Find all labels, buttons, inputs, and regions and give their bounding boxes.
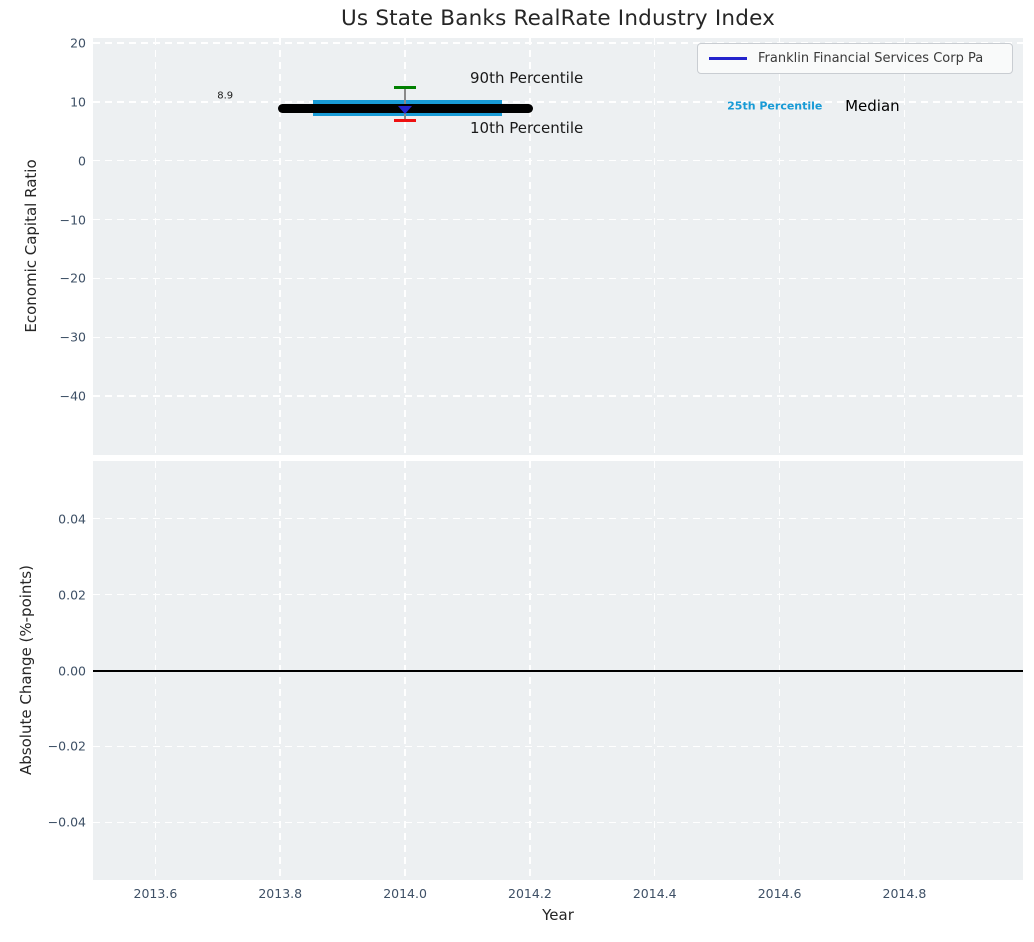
x-tick-label: 2013.6	[133, 886, 178, 901]
company-point	[398, 106, 413, 115]
x-tick-label: 2014.8	[882, 886, 927, 901]
p10-label: 10th Percentile	[469, 118, 584, 137]
median-label: Median	[845, 96, 900, 115]
gridline-horizontal	[93, 277, 1023, 280]
gridline-horizontal	[93, 745, 1023, 748]
gridline-horizontal	[93, 517, 1023, 520]
gridline-horizontal	[93, 218, 1023, 221]
legend-line-sample	[709, 57, 747, 60]
x-tick-label: 2014.0	[383, 886, 427, 901]
gridline-vertical	[903, 38, 906, 455]
x-tick-label: 2014.2	[508, 886, 552, 901]
y-tick-label: −0.04	[47, 814, 86, 830]
gridline-vertical	[778, 38, 781, 455]
percentile-range-errorbar-stem	[404, 87, 406, 121]
x-tick-label: 2014.4	[632, 886, 677, 901]
y-tick-label: −0.02	[47, 738, 86, 754]
legend-label: Franklin Financial Services Corp Pa	[758, 51, 984, 66]
y-tick-label: 0.04	[58, 511, 86, 527]
top-plot-area: 8.9 90th Percentile 10th Percentile 25th Pe…	[93, 38, 1023, 455]
y-tick-label: 0.02	[58, 587, 86, 603]
legend: Franklin Financial Services Corp Pa	[697, 43, 1013, 74]
gridline-horizontal	[93, 101, 1023, 103]
y-tick-label: −40	[59, 388, 86, 404]
gridline-vertical	[279, 38, 281, 455]
p90-label: 90th Percentile	[469, 68, 584, 87]
chart-title: Us State Banks RealRate Industry Index	[340, 6, 776, 31]
y-tick-label: 0.00	[58, 663, 86, 678]
gridline-horizontal	[93, 159, 1023, 162]
bottom-plot-area	[93, 461, 1023, 880]
gridline-horizontal	[93, 821, 1023, 824]
y-tick-label: −20	[59, 270, 86, 286]
y-tick-label: −10	[59, 212, 86, 228]
y-tick-label: −30	[59, 329, 86, 345]
x-tick-label: 2013.8	[258, 886, 303, 901]
gridline-horizontal	[93, 395, 1023, 397]
x-tick-label: 2014.6	[757, 886, 802, 901]
percentile-range-errorbar-bottom-cap	[394, 118, 416, 122]
top-y-axis-label: Economic Capital Ratio	[22, 159, 40, 333]
y-tick-label: 20	[70, 35, 86, 51]
gridline-horizontal	[93, 42, 1023, 44]
y-tick-label: 0	[78, 153, 86, 169]
gridline-vertical	[529, 38, 531, 455]
zero-line	[93, 669, 1023, 672]
gridline-vertical	[154, 38, 157, 455]
gridline-horizontal	[93, 336, 1023, 339]
p25-label: 25th Percentile	[727, 99, 823, 113]
gridline-vertical	[404, 38, 406, 455]
percentile-range-errorbar-top-cap	[394, 85, 416, 89]
y-tick-label: 10	[70, 94, 86, 110]
gridline-horizontal	[93, 593, 1023, 596]
median-value-label: 8.9	[217, 90, 234, 102]
gridline-vertical	[653, 38, 656, 455]
x-axis-label: Year	[542, 906, 574, 924]
